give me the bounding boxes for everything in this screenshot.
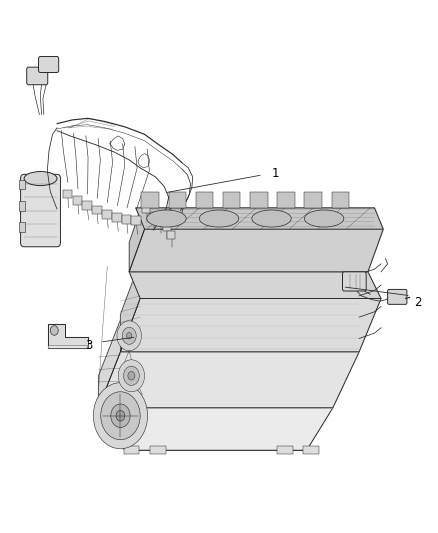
Bar (167, 231, 175, 239)
Bar (196, 192, 213, 208)
Circle shape (117, 321, 141, 351)
Polygon shape (136, 208, 383, 229)
Bar (142, 206, 150, 213)
Polygon shape (99, 389, 125, 450)
Bar (163, 224, 171, 231)
Polygon shape (120, 261, 140, 352)
Bar (250, 192, 268, 208)
Circle shape (50, 326, 58, 335)
Circle shape (122, 327, 136, 344)
Bar (277, 192, 295, 208)
Bar (169, 192, 186, 208)
Text: 2: 2 (414, 296, 421, 309)
Ellipse shape (199, 210, 239, 227)
FancyBboxPatch shape (39, 56, 59, 72)
Ellipse shape (24, 172, 57, 185)
Bar (150, 212, 158, 220)
Bar (150, 446, 166, 454)
Circle shape (116, 410, 125, 421)
Bar (102, 210, 112, 219)
Polygon shape (129, 229, 383, 272)
FancyBboxPatch shape (343, 272, 366, 291)
Bar (92, 206, 102, 214)
Circle shape (127, 333, 132, 339)
Text: 1: 1 (272, 167, 279, 180)
Bar (19, 201, 25, 211)
Polygon shape (129, 197, 145, 272)
Ellipse shape (252, 210, 291, 227)
Bar (19, 222, 25, 232)
Ellipse shape (147, 210, 186, 227)
Circle shape (101, 392, 140, 440)
Circle shape (124, 366, 139, 385)
FancyBboxPatch shape (21, 174, 60, 247)
Bar (157, 217, 165, 225)
Bar (124, 446, 139, 454)
Polygon shape (48, 324, 88, 348)
Ellipse shape (304, 210, 344, 227)
Bar (131, 216, 141, 225)
Bar (63, 190, 72, 198)
Polygon shape (99, 408, 333, 450)
Polygon shape (48, 345, 88, 348)
Polygon shape (99, 320, 120, 408)
Polygon shape (99, 352, 359, 408)
Circle shape (118, 360, 145, 392)
Bar (223, 192, 240, 208)
Bar (277, 446, 293, 454)
Bar (19, 180, 25, 189)
Bar (112, 213, 122, 222)
Bar (73, 196, 82, 205)
Polygon shape (129, 272, 381, 298)
FancyBboxPatch shape (388, 289, 407, 304)
Bar (303, 446, 319, 454)
Bar (304, 192, 322, 208)
Polygon shape (120, 298, 381, 352)
Bar (332, 192, 349, 208)
Text: 3: 3 (85, 339, 93, 352)
Circle shape (111, 404, 130, 427)
Bar (82, 201, 92, 210)
FancyBboxPatch shape (27, 67, 48, 85)
Circle shape (128, 372, 135, 380)
Bar (141, 192, 159, 208)
Circle shape (93, 383, 148, 449)
Bar (122, 215, 131, 224)
